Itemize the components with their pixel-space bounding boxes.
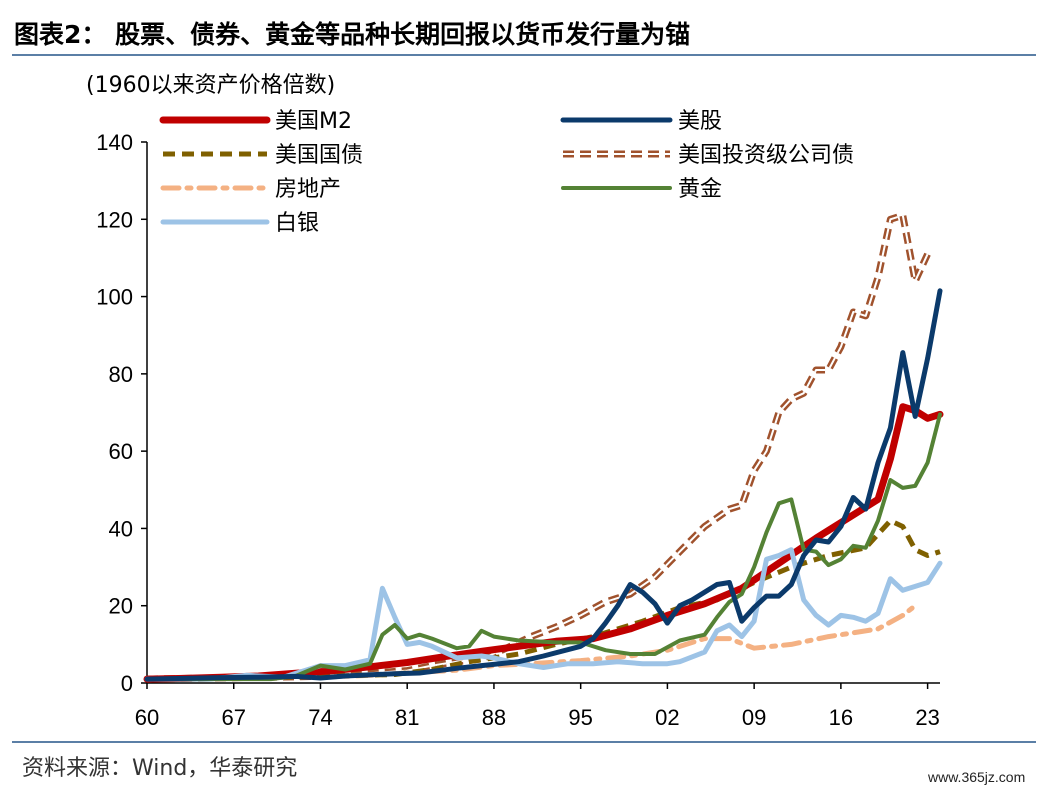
y-axis-label: (1960以来资产价格倍数) <box>86 73 335 98</box>
x-tick-label: 95 <box>568 705 592 730</box>
x-tick-label: 09 <box>742 705 766 730</box>
x-tick-label: 88 <box>482 705 506 730</box>
x-tick-label: 02 <box>655 705 679 730</box>
series-line-5 <box>145 412 942 682</box>
legend-label-0: 美国M2 <box>275 109 352 134</box>
series-line-1 <box>144 288 943 682</box>
y-tick-label: 100 <box>96 285 133 310</box>
x-tick-label: 16 <box>829 705 853 730</box>
x-tick-label: 60 <box>135 705 159 730</box>
watermark: www.365jz.com <box>927 769 1025 785</box>
legend-label-6: 白银 <box>275 211 319 236</box>
y-tick-label: 140 <box>96 130 133 155</box>
y-tick-label: 40 <box>109 516 133 541</box>
y-tick-label: 20 <box>109 594 133 619</box>
legend-label-4: 房地产 <box>275 177 341 202</box>
x-tick-label: 74 <box>308 705 332 730</box>
series-line-6 <box>144 547 943 682</box>
y-tick-label: 120 <box>96 207 133 232</box>
source-note: 资料来源：Wind，华泰研究 <box>22 756 297 781</box>
y-tick-label: 80 <box>109 362 133 387</box>
x-tick-label: 23 <box>915 705 939 730</box>
chart-title: 图表2： 股票、债券、黄金等品种长期回报以货币发行量为锚 <box>14 20 690 49</box>
legend-label-1: 美股 <box>678 109 722 134</box>
y-tick-label: 0 <box>121 671 133 696</box>
legend-label-3: 美国投资级公司债 <box>678 143 854 168</box>
x-tick-label: 67 <box>221 705 245 730</box>
legend-label-5: 黄金 <box>678 177 722 202</box>
x-tick-label: 81 <box>395 705 419 730</box>
series-line-inner-3 <box>146 214 929 681</box>
legend-label-2: 美国国债 <box>275 143 363 168</box>
series-line-4 <box>318 603 918 680</box>
y-tick-label: 60 <box>109 439 133 464</box>
plot-area: 0 20 40 60 80 100 120 140 60 67 74 81 88 95 02 09 16 23 <box>96 130 944 730</box>
